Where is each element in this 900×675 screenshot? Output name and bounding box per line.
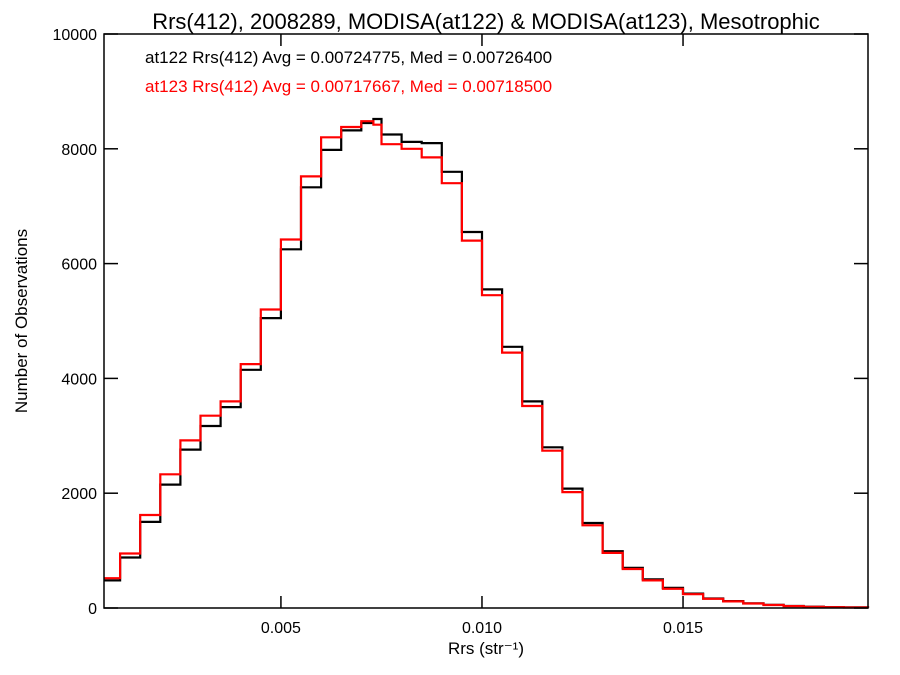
- series-layer: [104, 117, 870, 609]
- plot-frame: [103, 33, 869, 609]
- y-tick-label: 4000: [61, 371, 97, 388]
- y-tick-label: 0: [88, 601, 97, 618]
- y-tick-label: 6000: [61, 257, 97, 274]
- y-tick-label: 2000: [61, 486, 97, 503]
- series-line-2: [104, 120, 870, 609]
- y-tick-label: 10000: [53, 27, 98, 44]
- x-axis-label: Rrs (str⁻¹): [448, 639, 524, 658]
- x-tick-label: 0.010: [462, 620, 502, 637]
- x-tick-label: 0.005: [261, 620, 301, 637]
- y-axis-label: Number of Observations: [12, 229, 31, 413]
- annotation-2: at123 Rrs(412) Avg = 0.00717667, Med = 0…: [145, 77, 552, 96]
- annotation-layer: at122 Rrs(412) Avg = 0.00724775, Med = 0…: [145, 48, 552, 96]
- ticks-layer: 0.005 0.010 0.015 0 2000 4000 6000 8000 10000: [53, 27, 868, 637]
- y-tick-label: 8000: [61, 142, 97, 159]
- x-tick-label: 0.015: [663, 620, 703, 637]
- chart-title: Rrs(412), 2008289, MODISA(at122) & MODIS…: [152, 9, 820, 34]
- annotation-1: at122 Rrs(412) Avg = 0.00724775, Med = 0…: [145, 48, 552, 67]
- series-line-1: [104, 117, 870, 609]
